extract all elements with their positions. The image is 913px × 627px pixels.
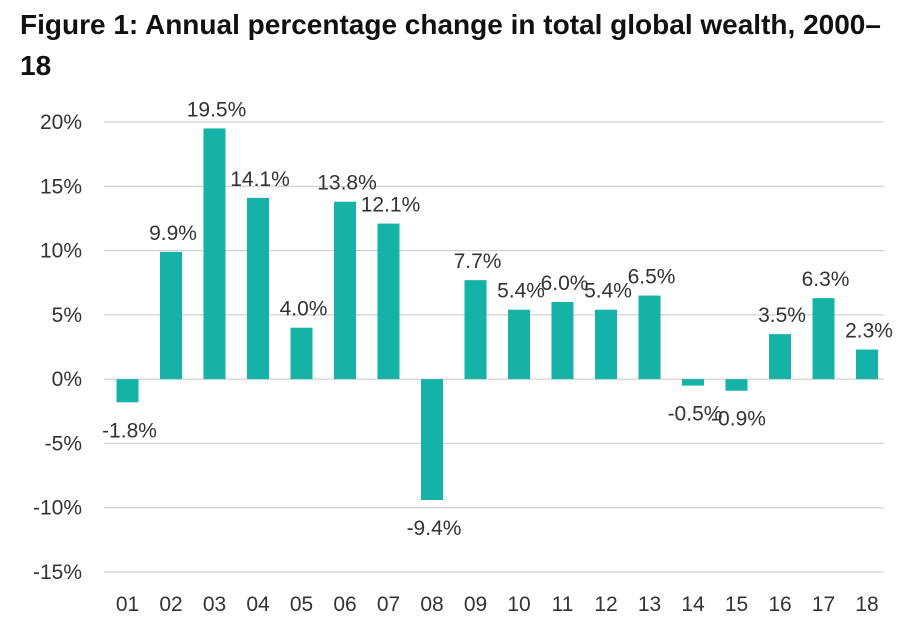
x-tick-label: 16 <box>768 593 791 616</box>
x-tick-label: 15 <box>725 593 748 616</box>
bar-03 <box>203 128 226 380</box>
data-label: 9.9% <box>149 222 197 245</box>
bar-18 <box>856 349 878 380</box>
bar-08 <box>421 379 443 500</box>
y-tick-label: -5% <box>45 432 82 455</box>
bar-10 <box>508 309 530 380</box>
y-tick-label: 0% <box>52 368 82 391</box>
x-tick-label: 09 <box>464 593 487 616</box>
bar-01 <box>116 379 139 403</box>
y-tick-label: -10% <box>33 497 82 520</box>
x-tick-label: 13 <box>638 593 661 616</box>
data-label: 19.5% <box>187 98 247 121</box>
bars <box>116 128 878 500</box>
y-tick-label: 5% <box>52 304 82 327</box>
data-label: -1.8% <box>102 419 157 442</box>
x-tick-label: 17 <box>812 593 835 616</box>
bar-05 <box>290 327 313 380</box>
data-label: 6.5% <box>628 266 676 289</box>
y-tick-label: 20% <box>40 111 82 134</box>
data-labels: -1.8% 9.9% 19.5% 14.1% 4.0% 13.8%12.1% -9.4% 7.… <box>102 98 893 540</box>
bar-11 <box>551 302 574 380</box>
data-label: -9.4% <box>407 517 462 540</box>
chart-title: Figure 1: Annual percentage change in to… <box>20 9 881 81</box>
x-tick-label: 01 <box>116 593 139 616</box>
bar-16 <box>769 334 791 380</box>
gridlines <box>104 121 884 573</box>
bar-17 <box>812 298 835 380</box>
x-tick-label: 10 <box>507 593 530 616</box>
x-tick-label: 18 <box>855 593 878 616</box>
bar-09 <box>464 280 487 380</box>
data-label: 6.0% <box>541 272 589 295</box>
x-tick-label: 14 <box>681 593 705 616</box>
x-axis-tick-labels: 01 02 03 04 05 06 07 08 09 10 11 12 13 14 15 16 17 18 <box>116 593 879 616</box>
bar-14 <box>682 379 704 386</box>
data-label: 2.3% <box>845 320 893 343</box>
bar-06 <box>334 201 356 380</box>
bar-02 <box>160 251 182 380</box>
bar-15 <box>725 379 748 391</box>
y-tick-label: 15% <box>40 175 82 198</box>
x-tick-label: 12 <box>594 593 617 616</box>
data-label: 14.1% <box>230 168 290 191</box>
data-label: 12.1% <box>361 194 421 217</box>
data-label: 6.3% <box>802 268 850 291</box>
x-tick-label: 08 <box>420 593 443 616</box>
data-label: 5.4% <box>497 280 545 303</box>
bar-13 <box>638 295 661 380</box>
x-tick-label: 06 <box>333 593 356 616</box>
x-tick-label: 04 <box>246 593 270 616</box>
x-tick-label: 02 <box>159 593 182 616</box>
data-label: -0.9% <box>711 408 766 431</box>
y-tick-label: 10% <box>40 240 82 263</box>
bar-12 <box>595 309 617 380</box>
y-axis-tick-labels: 20% 15% 10% 5% 0% -5% -10% -15% <box>33 111 82 584</box>
x-tick-label: 03 <box>203 593 226 616</box>
y-tick-label: -15% <box>33 561 82 584</box>
bar-07 <box>377 223 400 380</box>
data-label: 4.0% <box>280 298 328 321</box>
x-tick-label: 07 <box>377 593 400 616</box>
data-label: 7.7% <box>454 250 502 273</box>
data-label: 3.5% <box>758 304 806 327</box>
data-label: 5.4% <box>584 280 632 303</box>
bar-04 <box>247 197 269 380</box>
data-label: -0.5% <box>668 403 723 426</box>
data-label: 13.8% <box>317 172 377 195</box>
x-tick-label: 05 <box>290 593 313 616</box>
x-tick-label: 11 <box>552 593 574 616</box>
